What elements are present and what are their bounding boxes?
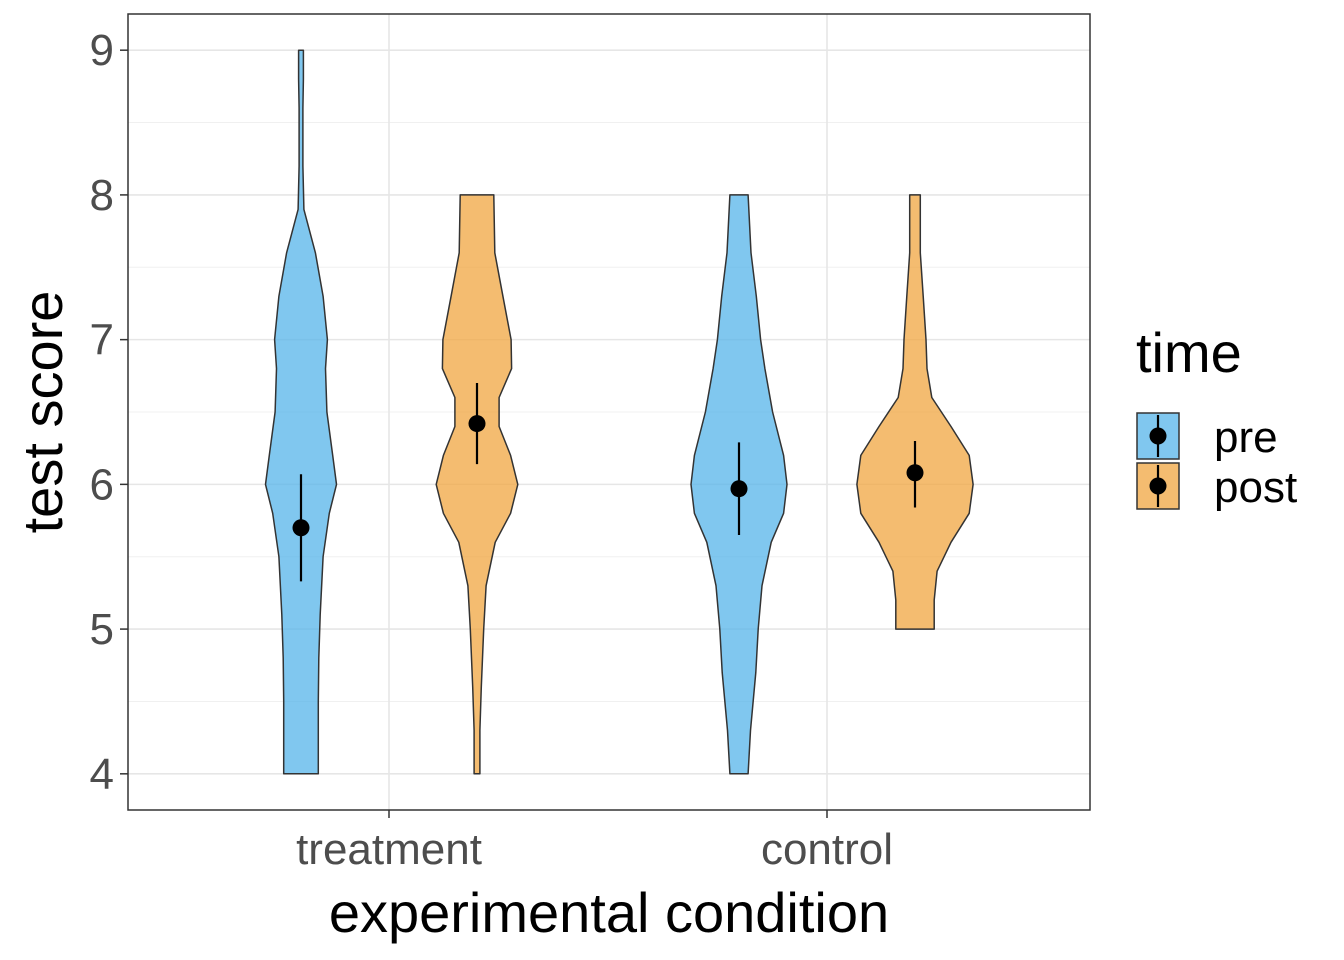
x-axis: treatment control — [296, 810, 893, 874]
panel-border — [127, 13, 1091, 811]
y-axis-title: test score — [11, 291, 74, 534]
legend-label-post: post — [1214, 463, 1297, 512]
legend-label-pre: pre — [1214, 413, 1278, 462]
mean-point-pre-treatment — [292, 519, 310, 537]
violin-post-treatment — [435, 194, 519, 775]
y-tick-label: 8 — [90, 171, 114, 220]
grid-lines — [128, 14, 1090, 810]
y-tick-label: 4 — [90, 750, 114, 799]
legend-key-point — [1149, 477, 1167, 495]
x-axis-title: experimental condition — [329, 881, 889, 944]
mean-point-pre-control — [730, 480, 748, 498]
x-tick-label-treatment: treatment — [296, 825, 482, 874]
mean-point-post-treatment — [468, 415, 486, 433]
y-tick-label: 7 — [90, 316, 114, 365]
x-tick-label-control: control — [761, 825, 893, 874]
y-axis: 4 5 6 7 8 9 — [90, 26, 128, 799]
violin-pre-treatment — [264, 49, 338, 775]
y-tick-label: 9 — [90, 26, 114, 75]
mean-point-post-control — [906, 464, 924, 482]
legend-title: time — [1136, 321, 1242, 384]
mean-point-layer — [292, 383, 924, 582]
violin-post-control — [856, 194, 974, 630]
y-tick-label: 5 — [90, 605, 114, 654]
legend-key-point — [1149, 427, 1167, 445]
y-tick-label: 6 — [90, 460, 114, 509]
